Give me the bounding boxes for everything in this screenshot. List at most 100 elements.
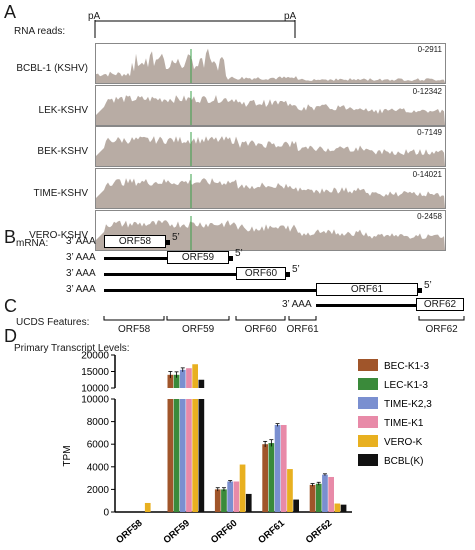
legend-swatch	[358, 397, 378, 409]
legend-label: BEC-K1-3	[384, 361, 429, 372]
bar	[274, 424, 281, 512]
bar	[280, 424, 287, 512]
mrna-five-prime: 5’	[292, 264, 300, 275]
mrna-orf-box: ORF59	[167, 251, 229, 264]
bar	[268, 443, 275, 512]
mrna-five-stub	[229, 256, 233, 261]
coverage-track: 0-7149	[95, 126, 446, 167]
ucds-bracket	[235, 316, 286, 321]
mrna-five-prime: 5’	[424, 280, 432, 291]
bar-upper	[192, 364, 198, 388]
bar	[340, 504, 347, 512]
y-tick-label: 10000	[81, 395, 109, 406]
ucds-title: UCDS Features:	[16, 317, 90, 328]
ucds-brackets	[103, 316, 465, 321]
bar	[309, 484, 316, 512]
mrna-five-prime: 5’	[172, 232, 180, 243]
legend-swatch	[358, 416, 378, 428]
coverage-track: 0-2911	[95, 43, 446, 84]
mrna-orf-box: ORF60	[236, 267, 286, 280]
legend-label: BCBL(K)	[384, 456, 423, 467]
legend-swatch	[358, 435, 378, 447]
bar	[245, 493, 252, 512]
bar	[144, 502, 151, 512]
bar	[179, 399, 186, 512]
legend-label: TIME-K2,3	[384, 399, 432, 410]
coverage-profile	[96, 95, 445, 125]
legend-swatch	[358, 378, 378, 390]
y-axis-label: TPM	[62, 445, 73, 466]
bar	[239, 464, 246, 512]
coverage-profile	[96, 48, 445, 83]
bar	[287, 469, 293, 512]
legend-swatch	[358, 359, 378, 371]
legend-label: LEC-K1-3	[384, 380, 428, 391]
bar	[167, 399, 174, 512]
bar	[227, 481, 233, 512]
track-label: TIME-KSHV	[33, 188, 88, 199]
bar-upper	[167, 374, 174, 388]
coverage-track: 0-12342	[95, 85, 446, 126]
mrna-orf-box: ORF58	[104, 235, 166, 248]
mrna-three-prime: 3’ AAA	[66, 284, 96, 295]
pa-bracket	[94, 20, 296, 38]
mrna-line	[104, 273, 236, 276]
panel-letter-c: C	[4, 296, 17, 316]
bar-upper	[179, 369, 186, 388]
track-label: BCBL-1 (KSHV)	[16, 63, 88, 74]
ucds-feature-label: ORF59	[182, 324, 215, 335]
bar	[315, 483, 322, 512]
y-tick-label: 10000	[81, 384, 109, 395]
mrna-three-prime: 3’ AAA	[282, 299, 312, 310]
bar	[293, 499, 299, 512]
track-label: LEK-KSHV	[38, 105, 88, 116]
y-tick-label: 0	[103, 508, 109, 519]
x-tick-label: ORF61	[256, 517, 287, 546]
mrna-three-prime: 3’ AAA	[66, 236, 96, 247]
chart-title: Primary Transcript Levels:	[14, 343, 130, 354]
bar	[214, 489, 221, 512]
coverage-track: 0-14021	[95, 168, 446, 209]
x-tick-label: ORF60	[209, 518, 240, 546]
track-label: VERO-KSHV	[29, 230, 88, 241]
legend-swatch	[358, 454, 378, 466]
panel-letter-d: D	[4, 326, 17, 346]
bar	[221, 489, 227, 512]
bar	[192, 399, 198, 512]
ucds-bracket	[418, 316, 465, 321]
ucds-bracket	[103, 316, 165, 321]
mrna-orf-box: ORF62	[416, 298, 464, 311]
track-range: 0-7149	[417, 128, 442, 137]
bar	[334, 503, 341, 512]
track-range: 0-12342	[412, 87, 442, 96]
bar	[322, 474, 328, 512]
x-tick-label: ORF59	[161, 518, 192, 546]
pa-label-2: pA	[284, 11, 297, 22]
mrna-five-stub	[166, 240, 170, 245]
ucds-feature-label: ORF62	[425, 324, 458, 335]
mrna-title: mRNA:	[16, 238, 49, 249]
ucds-bracket	[166, 316, 230, 321]
mrna-three-prime: 3’ AAA	[66, 252, 96, 263]
ucds-bracket	[288, 316, 317, 321]
track-range: 0-2458	[417, 212, 442, 221]
track-range: 0-2911	[417, 45, 442, 54]
bar	[262, 444, 268, 512]
bar	[198, 399, 205, 512]
coverage-profile	[96, 178, 445, 208]
track-label: BEK-KSHV	[37, 146, 88, 157]
coverage-profile	[96, 220, 445, 250]
ucds-feature-label: ORF58	[118, 324, 151, 335]
mrna-line	[104, 289, 316, 292]
coverage-profile	[96, 136, 445, 166]
x-tick-label: ORF62	[304, 518, 335, 546]
mrna-five-stub	[286, 272, 290, 277]
y-tick-label: 20000	[81, 351, 109, 362]
bar	[328, 476, 334, 512]
ucds-feature-label: ORF60	[244, 324, 277, 335]
bar	[233, 481, 240, 512]
bar-upper	[198, 379, 205, 388]
rna-reads-title: RNA reads:	[14, 26, 66, 37]
legend-label: VERO-K	[384, 437, 423, 448]
